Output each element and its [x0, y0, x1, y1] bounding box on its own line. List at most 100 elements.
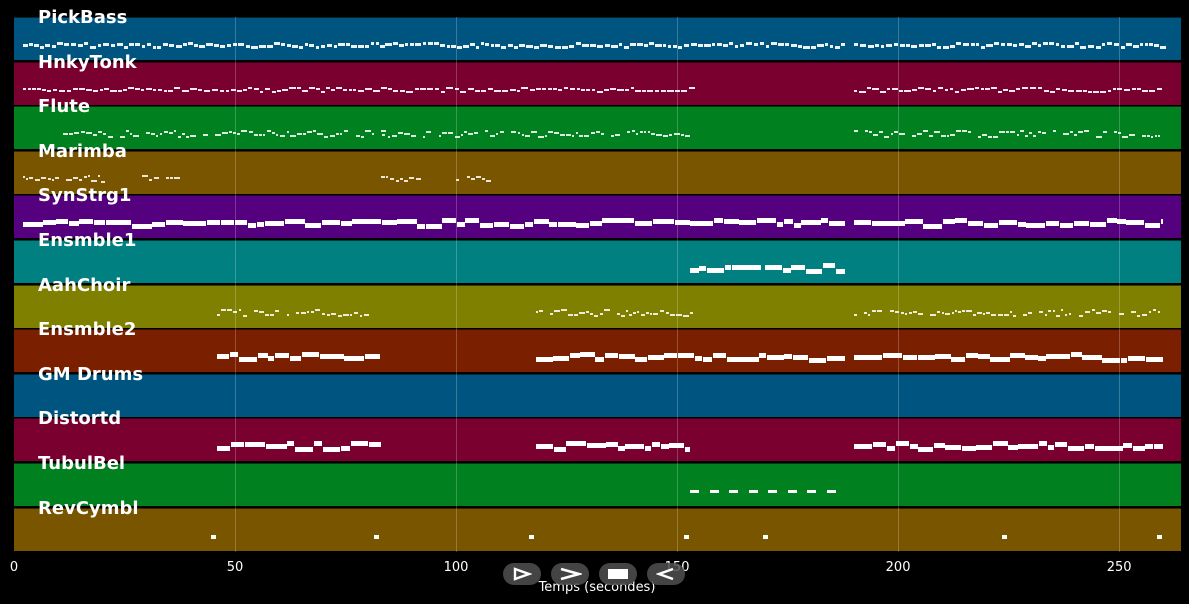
track-label: GM Drums: [38, 363, 144, 385]
note: [168, 89, 173, 93]
note: [466, 175, 471, 178]
note: [918, 447, 934, 453]
note: [716, 43, 722, 46]
play-button[interactable]: [503, 563, 541, 585]
note: [229, 352, 239, 358]
track-ensmble1[interactable]: Ensmble1: [14, 231, 1181, 283]
track-pickbass[interactable]: PickBass: [14, 8, 1181, 60]
note: [248, 223, 257, 229]
note: [882, 353, 902, 359]
note: [905, 219, 923, 225]
note: [904, 89, 911, 93]
note: [997, 313, 1003, 316]
note: [358, 45, 364, 48]
note: [86, 88, 92, 92]
note: [699, 266, 707, 271]
note: [911, 88, 917, 92]
track-flute[interactable]: Flute: [14, 97, 1181, 150]
note: [123, 46, 128, 49]
note: [630, 86, 634, 90]
note: [278, 444, 287, 450]
note: [853, 444, 873, 450]
note: [905, 312, 908, 315]
note: [942, 46, 949, 49]
track-revcymbl[interactable]: RevCymbl: [14, 498, 1181, 551]
note: [269, 313, 274, 316]
note: [442, 218, 456, 224]
note: [315, 46, 320, 49]
note: [1122, 136, 1129, 139]
note: [1131, 310, 1137, 313]
track-synstrg1[interactable]: SynStrg1: [14, 186, 1181, 239]
note: [241, 130, 248, 133]
note: [627, 131, 631, 134]
note: [590, 132, 595, 135]
note: [286, 313, 289, 316]
note: [535, 444, 554, 450]
note: [661, 219, 675, 225]
note: [908, 311, 912, 314]
note: [1160, 46, 1166, 49]
note: [943, 219, 955, 225]
note: [333, 45, 338, 48]
note: [651, 133, 656, 136]
track-tubulbel[interactable]: TubulBel: [14, 454, 1181, 506]
track-aahchoir[interactable]: AahChoir: [14, 275, 1181, 328]
note: [1144, 43, 1148, 46]
note: [566, 441, 586, 447]
note: [72, 176, 78, 179]
track-hnkytonk[interactable]: HnkyTonk: [14, 52, 1181, 105]
note: [1008, 445, 1018, 451]
stop-button[interactable]: [599, 563, 637, 585]
note: [480, 42, 484, 45]
note: [373, 89, 380, 93]
note: [647, 131, 650, 134]
note: [677, 353, 695, 359]
track-distortd[interactable]: Distortd: [14, 409, 1181, 462]
note: [260, 90, 264, 94]
note: [590, 44, 596, 47]
note: [554, 309, 561, 312]
note: [264, 87, 271, 91]
note: [262, 134, 266, 137]
note: [297, 86, 301, 90]
note: [29, 176, 34, 179]
note: [1107, 89, 1112, 93]
note: [1084, 444, 1094, 450]
note: [1038, 44, 1042, 47]
forward-button[interactable]: [551, 563, 589, 585]
note: [93, 220, 106, 226]
note: [37, 87, 41, 91]
note: [78, 87, 86, 91]
note: [978, 354, 990, 360]
note: [464, 131, 468, 134]
note: [1037, 131, 1041, 134]
note: [227, 308, 232, 311]
note: [867, 45, 874, 48]
track-gm-drums[interactable]: GM Drums: [14, 364, 1181, 417]
note: [70, 43, 77, 46]
note: [225, 89, 230, 93]
note: [977, 311, 982, 314]
note: [475, 175, 482, 178]
note: [1003, 313, 1009, 316]
note: [745, 42, 753, 45]
note: [157, 88, 163, 92]
note: [951, 357, 966, 363]
note: [228, 131, 232, 134]
note: [798, 45, 802, 48]
note: [309, 44, 315, 47]
note: [1070, 352, 1082, 358]
note: [902, 355, 918, 361]
note: [994, 42, 1000, 45]
note: [899, 133, 906, 136]
note: [1126, 43, 1132, 46]
track-marimba[interactable]: Marimba: [14, 141, 1181, 194]
note: [380, 175, 385, 178]
note: [380, 130, 387, 133]
note: [489, 135, 495, 138]
track-ensmble2[interactable]: Ensmble2: [14, 320, 1181, 373]
back-button[interactable]: [647, 563, 685, 585]
note: [586, 88, 591, 92]
note: [494, 89, 501, 93]
